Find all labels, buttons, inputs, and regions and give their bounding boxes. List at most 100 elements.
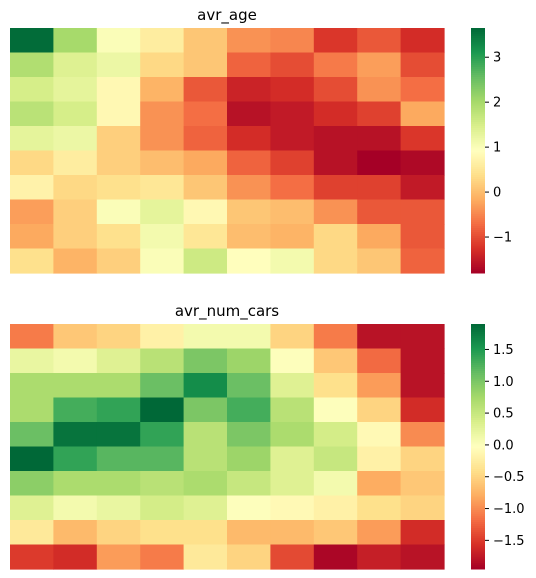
avr-num-cars-colorbar-segment — [471, 417, 485, 421]
avr-age-colorbar-segment — [471, 236, 485, 239]
avr-num-cars-cell-r8-c3 — [140, 520, 185, 546]
avr-num-cars-cell-r8-c2 — [96, 520, 141, 546]
avr-num-cars-cell-r4-c7 — [313, 422, 358, 448]
avr-num-cars-cell-r0-c3 — [140, 324, 185, 350]
avr-num-cars-cell-r9-c7 — [313, 544, 358, 570]
avr-age-colorbar-segment — [471, 28, 485, 31]
avr-num-cars-colorbar-segment — [471, 497, 485, 501]
avr-num-cars-cell-r3-c6 — [270, 397, 315, 423]
avr-age-colorbar-segment — [471, 158, 485, 162]
avr-num-cars-cell-r2-c3 — [140, 373, 185, 399]
avr-num-cars-colorbar-segment — [471, 389, 485, 392]
avr-age-colorbar-segment — [471, 32, 485, 35]
avr-age-colorbar-segment — [471, 85, 485, 88]
avr-num-cars-cell-r5-c8 — [357, 446, 402, 472]
avr-age-colorbar-segment — [471, 46, 485, 49]
avr-age-cell-r5-c0 — [10, 150, 54, 176]
avr-num-cars-colorbar-segment — [471, 540, 485, 543]
avr-num-cars-colorbar-segment — [471, 489, 485, 492]
avr-age-cell-r6-c2 — [96, 175, 141, 201]
avr-age-cell-r7-c5 — [227, 199, 271, 225]
avr-age-colorbar-segment — [471, 270, 485, 274]
avr-num-cars-cell-r5-c4 — [183, 446, 228, 472]
avr-num-cars-colorbar-tick-label: 0.5 — [493, 407, 514, 422]
avr-age-cell-r3-c2 — [96, 101, 141, 127]
avr-num-cars-colorbar-segment — [471, 538, 485, 541]
avr-age-colorbar-segment — [471, 66, 485, 70]
avr-num-cars-cell-r4-c8 — [357, 422, 402, 448]
avr-num-cars-cell-r2-c7 — [313, 373, 358, 399]
avr-age-cell-r5-c5 — [227, 150, 271, 176]
avr-age-cell-r0-c2 — [96, 28, 141, 54]
avr-age-cell-r7-c8 — [357, 199, 402, 225]
avr-num-cars-cell-r7-c4 — [183, 495, 228, 521]
avr-age-cell-r3-c9 — [400, 101, 445, 127]
avr-num-cars-colorbar-segment — [471, 442, 485, 445]
avr-num-cars-colorbar-tick-label: −1.0 — [493, 502, 525, 517]
avr-age-colorbar-segment — [471, 221, 485, 225]
avr-age-colorbar-segment — [471, 166, 485, 170]
avr-num-cars-colorbar-segment — [471, 475, 485, 478]
avr-age-colorbar-tick-label: 0 — [493, 186, 501, 201]
avr-num-cars-cell-r5-c5 — [227, 446, 271, 472]
avr-num-cars-colorbar-segment — [471, 546, 485, 550]
avr-age-cell-r1-c7 — [313, 52, 358, 78]
avr-num-cars-cell-r8-c1 — [53, 520, 98, 546]
avr-age-colorbar-segment — [471, 48, 485, 51]
avr-age-cell-r6-c9 — [400, 175, 445, 201]
avr-num-cars-cell-r8-c0 — [10, 520, 54, 546]
avr-num-cars-colorbar-segment — [471, 452, 485, 456]
avr-num-cars-colorbar-segment — [471, 483, 485, 486]
avr-num-cars-colorbar-segment — [471, 501, 485, 505]
avr-num-cars-colorbar-segment — [471, 326, 485, 329]
avr-num-cars-cell-r8-c9 — [400, 520, 445, 546]
avr-num-cars-panel: avr_num_cars 1.5 1.0 0.5 0.0 −0.5 −1.0 −1.5 — [10, 302, 525, 570]
avr-num-cars-colorbar-segment — [471, 407, 485, 411]
avr-age-cell-r5-c7 — [313, 150, 358, 176]
avr-age-cell-r7-c6 — [270, 199, 315, 225]
avr-age-colorbar-tick-label: −1 — [493, 231, 512, 246]
avr-num-cars-cell-r5-c1 — [53, 446, 98, 472]
avr-age-cell-r4-c4 — [183, 126, 228, 152]
avr-age-cell-r8-c1 — [53, 224, 98, 250]
avr-age-colorbar-segment — [471, 191, 485, 194]
avr-age-colorbar-segment — [471, 91, 485, 94]
avr-age-colorbar-segment — [471, 44, 485, 47]
avr-age-heatmap — [10, 28, 445, 274]
avr-age-colorbar-segment — [471, 185, 485, 188]
avr-age-colorbar-segment — [471, 54, 485, 58]
avr-age-cell-r5-c6 — [270, 150, 315, 176]
avr-num-cars-colorbar-segment — [471, 485, 485, 488]
avr-age-colorbar-segment — [471, 160, 485, 164]
avr-age-colorbar-segment — [471, 107, 485, 111]
avr-age-cell-r3-c1 — [53, 101, 98, 127]
avr-num-cars-cell-r6-c7 — [313, 471, 358, 497]
avr-num-cars-colorbar-segment — [471, 503, 485, 507]
avr-num-cars-cell-r0-c5 — [227, 324, 271, 350]
avr-age-colorbar-segment — [471, 64, 485, 68]
avr-age-colorbar-segment — [471, 109, 485, 113]
avr-age-colorbar-segment — [471, 183, 485, 186]
avr-num-cars-colorbar-segment — [471, 350, 485, 354]
avr-num-cars-colorbar-segment — [471, 456, 485, 460]
avr-num-cars-colorbar-segment — [471, 505, 485, 509]
avr-num-cars-colorbar-segment — [471, 366, 485, 370]
avr-age-colorbar-segment — [471, 115, 485, 119]
avr-age-cell-r0-c7 — [313, 28, 358, 54]
avr-age-cell-r6-c4 — [183, 175, 228, 201]
avr-num-cars-colorbar-segment — [471, 481, 485, 484]
avr-age-colorbar-segment — [471, 52, 485, 56]
avr-num-cars-colorbar-segment — [471, 493, 485, 496]
avr-num-cars-cell-r5-c0 — [10, 446, 54, 472]
avr-age-cell-r6-c7 — [313, 175, 358, 201]
avr-num-cars-colorbar-segment — [471, 550, 485, 554]
avr-age-cell-r9-c7 — [313, 248, 358, 274]
avr-num-cars-colorbar-segment — [471, 434, 485, 437]
avr-num-cars-colorbar-segment — [471, 558, 485, 562]
avr-num-cars-colorbar-segment — [471, 454, 485, 458]
avr-num-cars-colorbar-segment — [471, 419, 485, 423]
avr-age-cell-r8-c3 — [140, 224, 185, 250]
avr-num-cars-colorbar-segment — [471, 446, 485, 450]
avr-age-cell-r6-c3 — [140, 175, 185, 201]
avr-age-cell-r9-c0 — [10, 248, 54, 274]
